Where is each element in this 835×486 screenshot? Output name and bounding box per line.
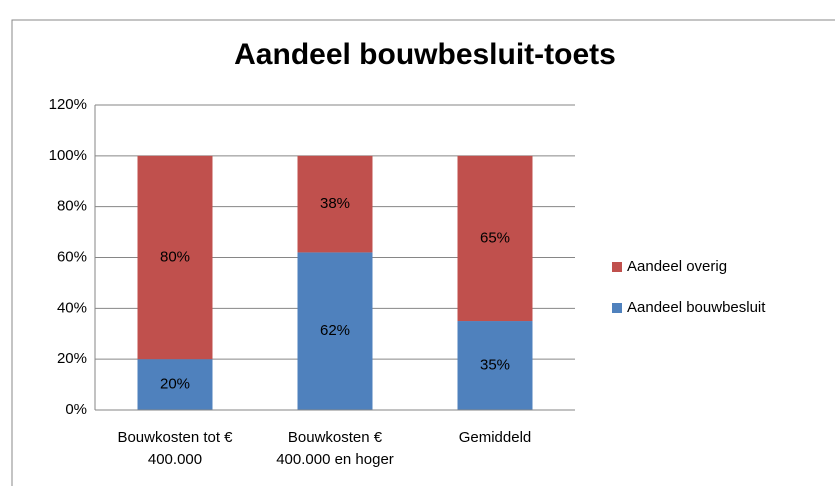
data-label: 38% bbox=[320, 195, 350, 212]
bar-segment bbox=[137, 155, 213, 360]
y-tick-label: 40% bbox=[57, 299, 87, 316]
legend-swatch bbox=[612, 262, 622, 272]
bar-segment bbox=[297, 252, 373, 410]
x-tick-label: Bouwkosten € 400.000 en hoger bbox=[276, 429, 394, 468]
legend-swatch bbox=[612, 303, 622, 313]
data-label: 65% bbox=[480, 229, 510, 246]
x-tick-label: Bouwkosten tot € 400.000 bbox=[117, 429, 233, 468]
bar-segment bbox=[297, 155, 373, 253]
data-label: 35% bbox=[480, 356, 510, 373]
bar-segment bbox=[457, 321, 533, 410]
chart-title: Aandeel bouwbesluit-toets bbox=[234, 38, 616, 71]
y-tick-label: 20% bbox=[57, 350, 87, 367]
legend-label: Aandeel bouwbesluit bbox=[627, 299, 766, 316]
data-label: 62% bbox=[320, 322, 350, 339]
y-tick-label: 0% bbox=[65, 401, 87, 418]
y-tick-label: 80% bbox=[57, 198, 87, 215]
chart-frame bbox=[11, 19, 835, 486]
legend-label: Aandeel overig bbox=[627, 258, 727, 275]
bar-segment bbox=[137, 359, 213, 410]
x-tick-label: Gemiddeld bbox=[458, 429, 532, 446]
data-label: 80% bbox=[160, 248, 190, 265]
y-tick-label: 60% bbox=[57, 248, 87, 265]
data-label: 20% bbox=[160, 376, 190, 393]
y-tick-label: 100% bbox=[49, 147, 87, 164]
y-tick-label: 120% bbox=[49, 96, 87, 113]
bar-segment bbox=[457, 155, 533, 322]
